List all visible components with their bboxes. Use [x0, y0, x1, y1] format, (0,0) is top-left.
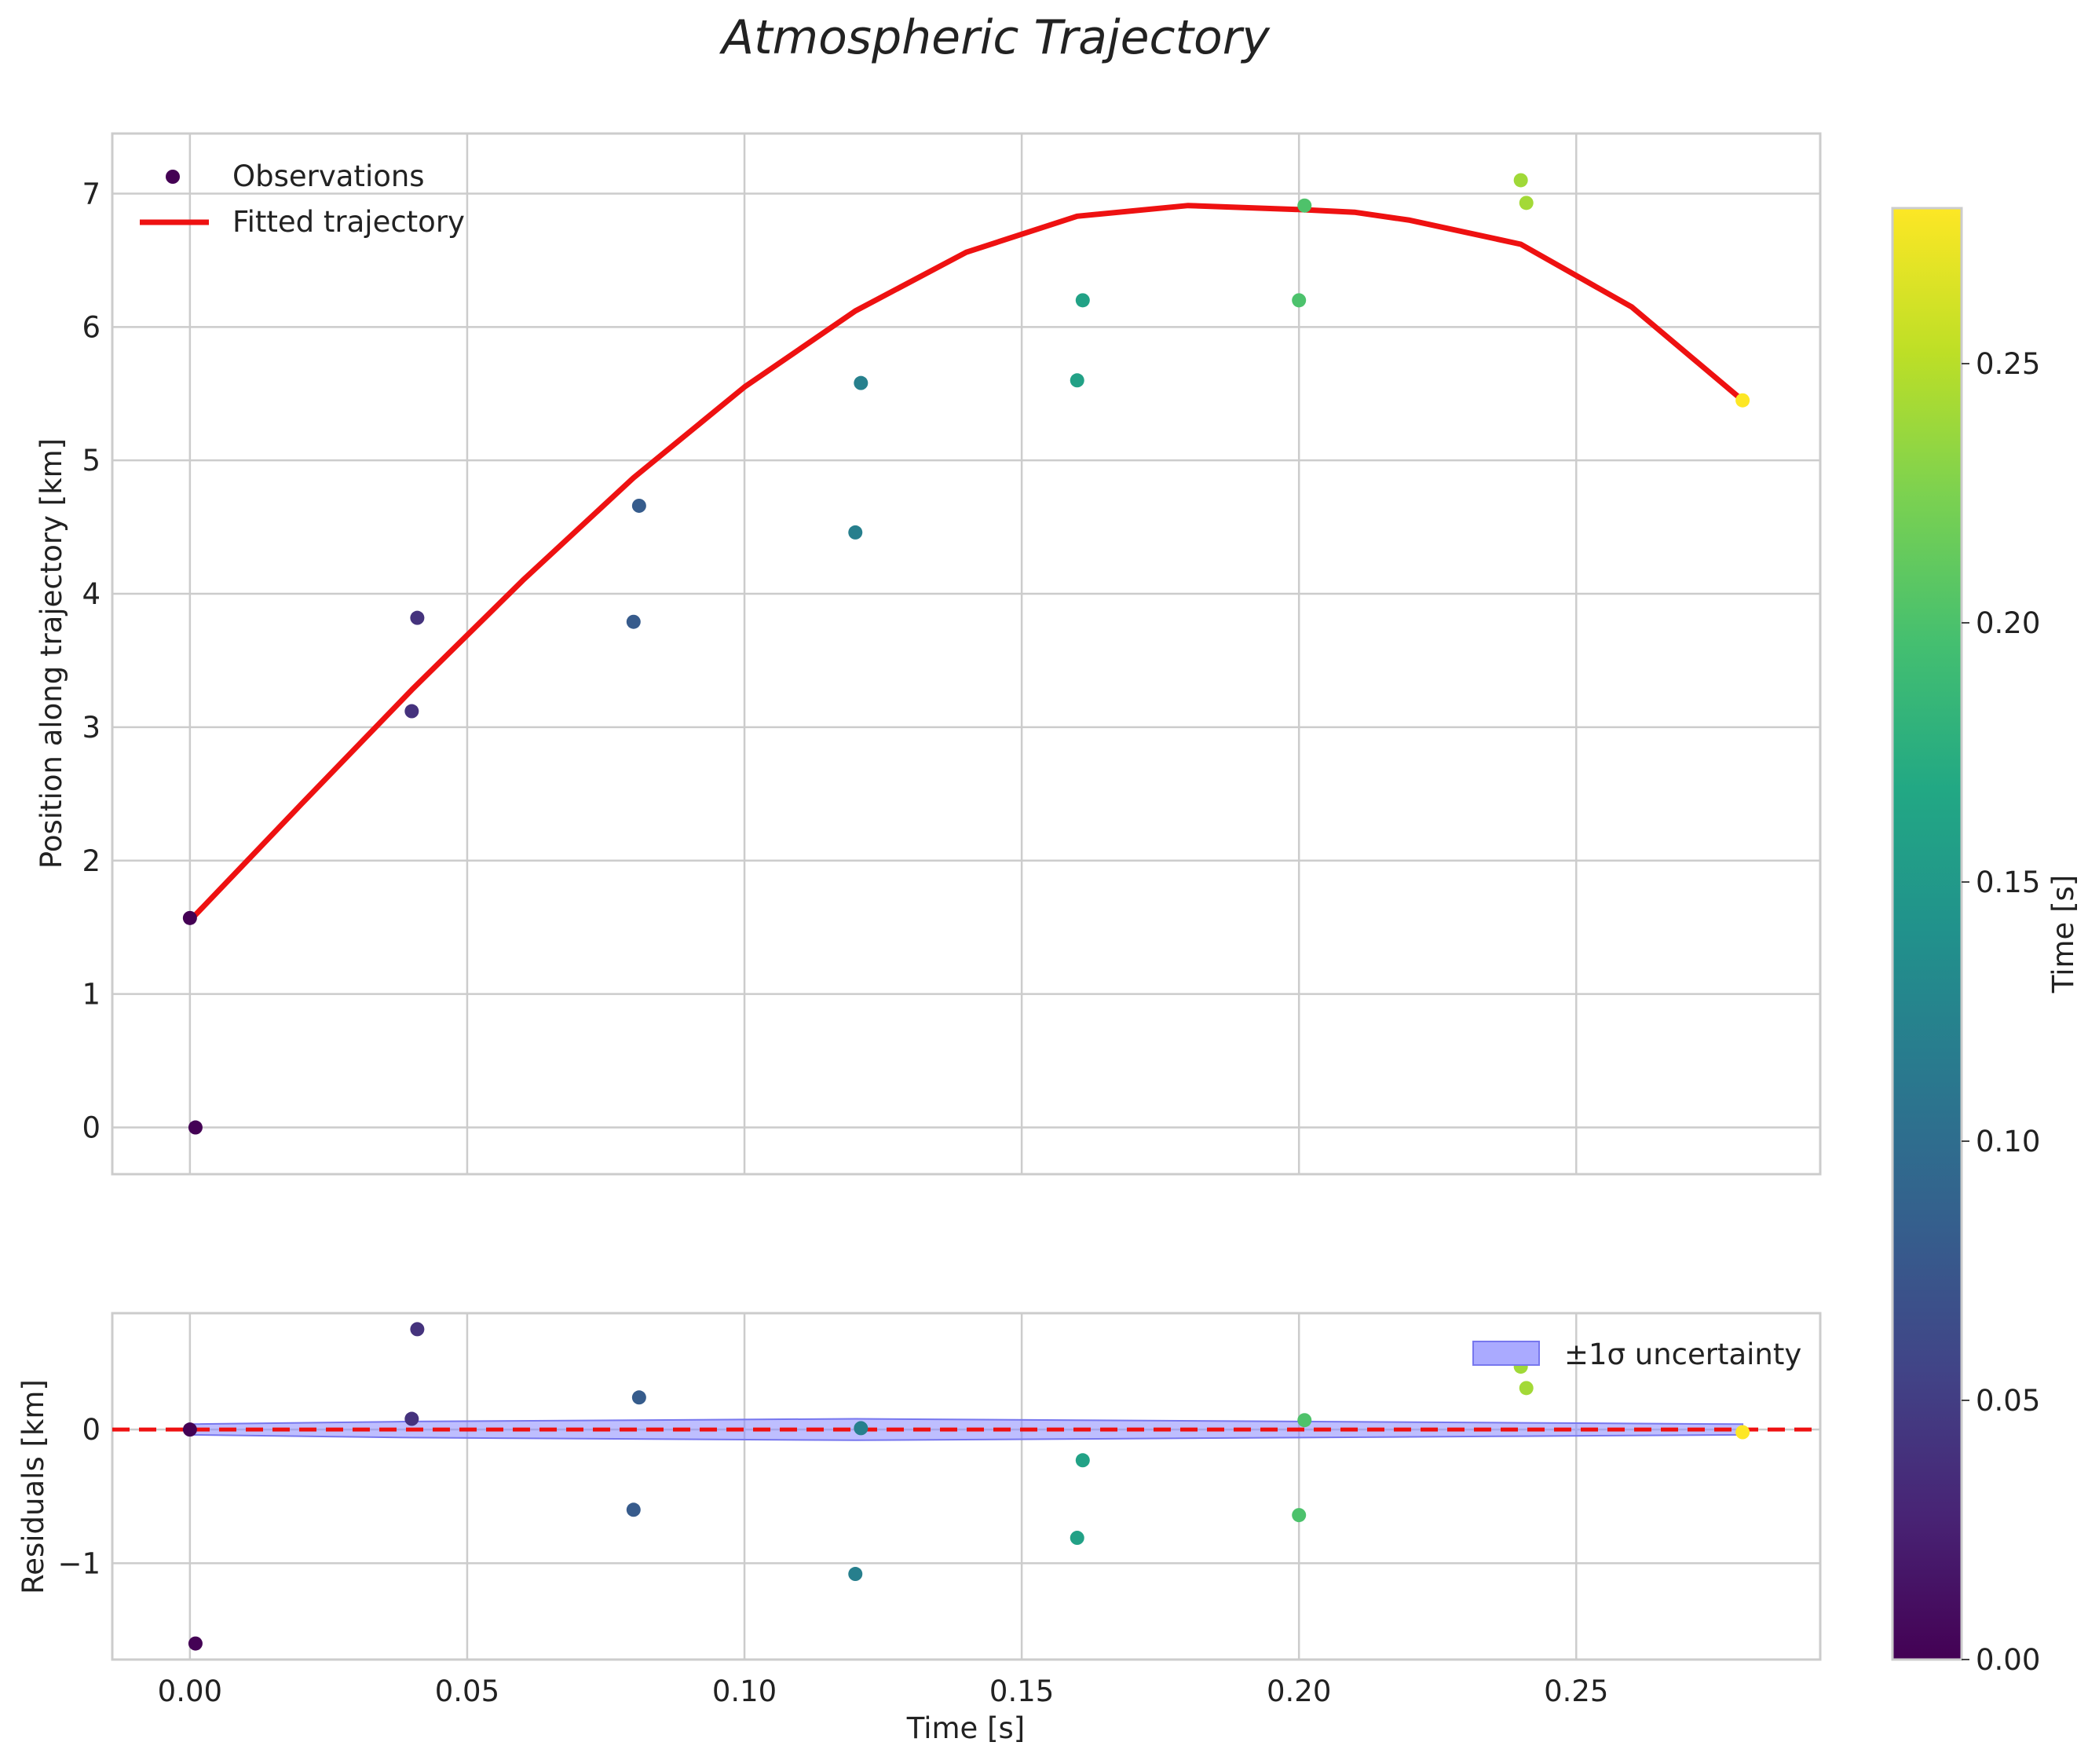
x-tick-label: 0.25 — [1544, 1674, 1608, 1708]
residual-point — [854, 1421, 868, 1436]
main-grid-x — [188, 134, 1578, 1174]
residual-point — [182, 1422, 197, 1437]
main-legend: Observations Fitted trajectory — [140, 159, 465, 239]
observation-point — [1075, 293, 1090, 308]
residual-x-tick-labels: 0.00 0.05 0.10 0.15 0.20 0.25 — [158, 1674, 1609, 1708]
residual-grid-y — [112, 1428, 1820, 1565]
main-y-tick-label: 5 — [82, 444, 101, 478]
residual-axes-frame — [111, 1312, 1822, 1661]
residual-point — [1075, 1453, 1090, 1468]
x-tick-label: 0.10 — [712, 1674, 777, 1708]
residual-y-tick-labels: −1 0 — [57, 1413, 101, 1580]
observation-point — [626, 614, 641, 629]
residual-point — [1297, 1413, 1312, 1428]
observation-point — [1070, 373, 1084, 388]
main-y-tick-label: 2 — [82, 844, 101, 878]
observation-point — [410, 610, 425, 625]
x-axis-label: Time [s] — [906, 1711, 1025, 1745]
observation-point — [1292, 293, 1307, 308]
residual-point — [404, 1411, 419, 1426]
legend-uncertainty-label: ±1σ uncertainty — [1564, 1338, 1801, 1371]
residual-grid-x — [188, 1313, 1578, 1660]
observation-point — [1513, 173, 1528, 188]
x-tick-label: 0.05 — [435, 1674, 499, 1708]
residual-point — [626, 1502, 641, 1517]
x-tick-label: 0.20 — [1267, 1674, 1331, 1708]
residual-point — [188, 1636, 203, 1651]
main-y-tick-label: 6 — [82, 310, 101, 344]
legend-observations-label: Observations — [232, 159, 425, 193]
observation-points — [182, 173, 1750, 1135]
residual-point — [848, 1567, 863, 1582]
main-axes-frame — [111, 132, 1822, 1176]
observation-point — [1519, 196, 1534, 210]
residual-points — [182, 1322, 1750, 1651]
main-y-tick-label: 3 — [82, 711, 101, 745]
colorbar-tick-label: 0.10 — [1976, 1125, 2040, 1158]
colorbar: 0.00 0.05 0.10 0.15 0.20 0.25 Time [s] — [1891, 207, 2080, 1677]
residual-point — [1735, 1425, 1750, 1440]
observation-point — [1735, 393, 1750, 408]
residual-y-axis-label: Residuals [km] — [16, 1379, 50, 1594]
colorbar-tick-labels: 0.00 0.05 0.10 0.15 0.20 0.25 — [1962, 347, 2040, 1677]
observation-point — [182, 910, 197, 925]
residual-point — [410, 1322, 425, 1337]
colorbar-tick-label: 0.00 — [1976, 1643, 2040, 1677]
observation-point — [631, 498, 646, 513]
main-y-tick-label: 4 — [82, 577, 101, 611]
observation-point — [848, 525, 863, 540]
colorbar-tick-label: 0.25 — [1976, 347, 2040, 381]
legend-observations-marker — [166, 170, 180, 184]
legend-uncertainty-swatch — [1472, 1341, 1540, 1366]
observation-point — [854, 375, 868, 390]
main-y-axis-label: Position along trajectory [km] — [35, 438, 68, 869]
colorbar-tick-label: 0.05 — [1976, 1384, 2040, 1418]
residual-legend: ±1σ uncertainty — [1472, 1338, 1801, 1371]
colorbar-gradient — [1891, 207, 1963, 1661]
observation-point — [404, 704, 419, 719]
main-grid-y — [112, 192, 1820, 1129]
colorbar-tick-label: 0.20 — [1976, 606, 2040, 640]
x-tick-label: 0.00 — [158, 1674, 222, 1708]
colorbar-label: Time [s] — [2046, 875, 2080, 994]
main-y-tick-label: 0 — [82, 1111, 101, 1145]
residual-y-tick-label: −1 — [57, 1546, 101, 1580]
residual-point — [1070, 1531, 1084, 1546]
residual-point — [1519, 1381, 1534, 1396]
observation-point — [1297, 198, 1312, 213]
main-y-tick-label: 1 — [82, 978, 101, 1012]
x-tick-label: 0.15 — [989, 1674, 1054, 1708]
residual-point — [1292, 1508, 1307, 1523]
residual-y-tick-label: 0 — [82, 1413, 101, 1447]
colorbar-tick-label: 0.15 — [1976, 866, 2040, 899]
main-y-tick-labels: 0 1 2 3 4 5 6 7 — [82, 177, 101, 1144]
legend-fitted-label: Fitted trajectory — [232, 205, 465, 239]
fitted-trajectory-line — [187, 203, 1746, 924]
observation-point — [188, 1120, 203, 1135]
main-y-tick-label: 7 — [82, 177, 101, 210]
chart-title: Atmospheric Trajectory — [719, 10, 1271, 65]
residual-axes: −1 0 0.00 0.05 0.10 0.15 0.20 0.25 Residuals [… — [16, 1312, 1822, 1745]
residual-point — [631, 1390, 646, 1405]
